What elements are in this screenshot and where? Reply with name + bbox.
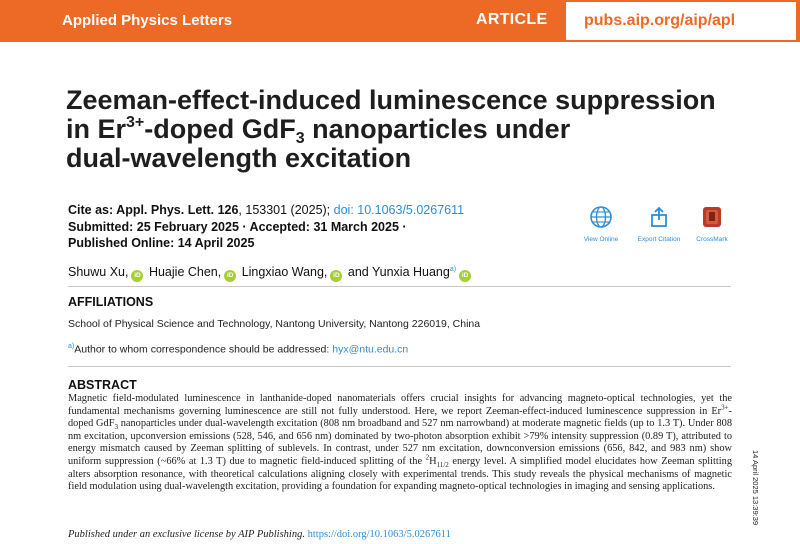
orcid-icon[interactable]: iD <box>224 270 237 282</box>
title-line-2c: nanoparticles under <box>304 114 571 144</box>
journal-name: Applied Physics Letters <box>62 12 233 29</box>
correspondence-note: a)Author to whom correspondence should b… <box>68 343 408 356</box>
title-superscript: 3+ <box>126 114 145 131</box>
abstract-text: nanoparticles under dual-wavelength exci… <box>68 418 732 467</box>
crossmark-button[interactable]: CrossMark <box>677 205 747 243</box>
author-name[interactable]: Shuwu Xu, <box>68 265 129 279</box>
orcid-icon[interactable]: iD <box>330 270 343 282</box>
view-online-button[interactable]: View Online <box>566 205 636 243</box>
orcid-icon[interactable]: iD <box>459 270 472 282</box>
export-citation-label: Export Citation <box>637 236 681 243</box>
dates-line: Submitted: 25 February 2025 · Accepted: … <box>68 220 407 234</box>
export-icon <box>651 206 667 227</box>
crossmark-label: CrossMark <box>696 236 728 243</box>
article-type-label: ARTICLE <box>476 11 548 28</box>
correspondence-text: Author to whom correspondence should be … <box>74 343 333 356</box>
divider <box>68 366 731 367</box>
abstract-text: Magnetic field-modulated luminescence in… <box>68 393 732 417</box>
abstract-text: H <box>429 455 437 467</box>
view-online-label: View Online <box>583 236 619 243</box>
journal-url-box[interactable]: pubs.aip.org/aip/apl <box>566 2 796 40</box>
author-name[interactable]: and Yunxia Huang <box>347 265 450 279</box>
license-doi-link[interactable]: https://doi.org/10.1063/5.0267611 <box>304 529 451 540</box>
title-line-2a: in Er <box>66 114 127 144</box>
doi-link[interactable]: doi: 10.1063/5.0267611 <box>333 203 465 217</box>
abstract-body: Magnetic field-modulated luminescence in… <box>68 393 732 494</box>
journal-url-link[interactable]: pubs.aip.org/aip/apl <box>584 12 736 29</box>
crossmark-icon <box>703 207 721 227</box>
orcid-icon[interactable]: iD <box>131 270 144 282</box>
citation-volume: 126 <box>217 203 239 217</box>
citation-rest: , 153301 (2025); <box>238 203 334 217</box>
published-line: Published Online: 14 April 2025 <box>68 236 254 250</box>
title-line-2b: -doped GdF <box>144 114 296 144</box>
divider <box>68 286 731 287</box>
abstract-subscript: 11/2 <box>436 461 449 470</box>
title-line-1: Zeeman-effect-induced luminescence suppr… <box>66 85 716 115</box>
author-list: Shuwu Xu, iD Huajie Chen, iD Lingxiao Wang… <box>68 265 473 282</box>
author-name[interactable]: Lingxiao Wang, <box>241 265 328 279</box>
article-title: Zeeman-effect-induced luminescence suppr… <box>66 86 766 173</box>
abstract-subscript: 3 <box>114 423 118 432</box>
abstract-text: energy level. A simplified model elucida… <box>68 455 732 493</box>
license-line: Published under an exclusive license by … <box>68 529 451 540</box>
journal-header-bar: Applied Physics Letters ARTICLE pubs.aip… <box>0 0 800 42</box>
title-line-3: dual-wavelength excitation <box>66 143 412 173</box>
correspondence-mark: a) <box>68 343 75 350</box>
download-timestamp: 14 April 2025 13:39:39 <box>751 450 760 526</box>
globe-icon <box>590 206 612 228</box>
title-subscript: 3 <box>295 130 305 147</box>
abstract-superscript: 2 <box>425 453 430 462</box>
license-text: Published under an exclusive license by … <box>68 529 305 540</box>
published-online-date: Published Online: 14 April 2025 <box>68 236 255 250</box>
abstract-superscript: 3+ <box>721 403 729 412</box>
email-link[interactable]: hyx@ntu.edu.cn <box>332 343 409 356</box>
affiliations-heading: AFFILIATIONS <box>68 295 154 309</box>
corresponding-author-mark: a) <box>449 265 457 273</box>
citation-label: Cite as: Appl. Phys. Lett. <box>68 203 218 217</box>
abstract-text: -doped GdF <box>68 405 732 430</box>
abstract-heading: ABSTRACT <box>68 378 137 392</box>
citation-line: Cite as: Appl. Phys. Lett. 126, 153301 (… <box>68 203 464 217</box>
affiliation-text: School of Physical Science and Technolog… <box>68 318 481 330</box>
export-citation-button[interactable]: Export Citation <box>624 205 694 243</box>
submitted-accepted-dates: Submitted: 25 February 2025 · Accepted: … <box>68 220 407 234</box>
author-name[interactable]: Huajie Chen, <box>148 265 222 279</box>
